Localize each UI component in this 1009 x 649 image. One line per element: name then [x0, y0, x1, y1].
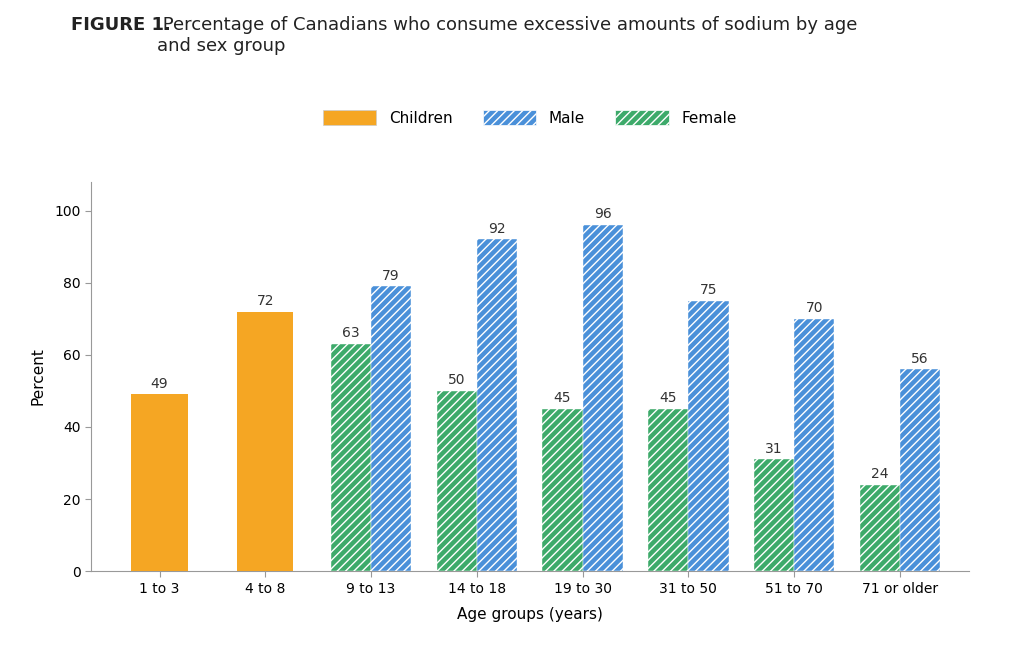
Bar [688, 300, 728, 571]
Text: 63: 63 [342, 326, 360, 340]
Text: 49: 49 [150, 377, 169, 391]
Bar [582, 225, 623, 571]
Text: 79: 79 [382, 269, 400, 283]
Text: FIGURE 1.: FIGURE 1. [71, 16, 171, 34]
Legend: Children, Male, Female: Children, Male, Female [317, 104, 743, 132]
Text: 24: 24 [871, 467, 889, 481]
Bar [648, 409, 688, 571]
Text: 72: 72 [256, 294, 274, 308]
Bar [477, 239, 517, 571]
Bar [437, 391, 477, 571]
Bar [131, 395, 188, 571]
Text: 96: 96 [594, 208, 611, 221]
Text: 92: 92 [488, 222, 506, 236]
Bar [860, 485, 900, 571]
Bar [371, 286, 412, 571]
Bar [794, 319, 834, 571]
Bar [900, 369, 940, 571]
Text: 56: 56 [911, 352, 929, 365]
Text: 45: 45 [554, 391, 571, 405]
Y-axis label: Percent: Percent [30, 347, 45, 406]
Text: 50: 50 [448, 373, 465, 387]
Text: 75: 75 [699, 283, 717, 297]
X-axis label: Age groups (years): Age groups (years) [457, 607, 602, 622]
Text: Percentage of Canadians who consume excessive amounts of sodium by age
and sex g: Percentage of Canadians who consume exce… [157, 16, 858, 55]
Text: 45: 45 [660, 391, 677, 405]
Bar [331, 344, 371, 571]
Text: 31: 31 [765, 442, 783, 456]
Bar [237, 312, 294, 571]
Text: 70: 70 [805, 301, 823, 315]
Bar [543, 409, 582, 571]
Bar [754, 459, 794, 571]
